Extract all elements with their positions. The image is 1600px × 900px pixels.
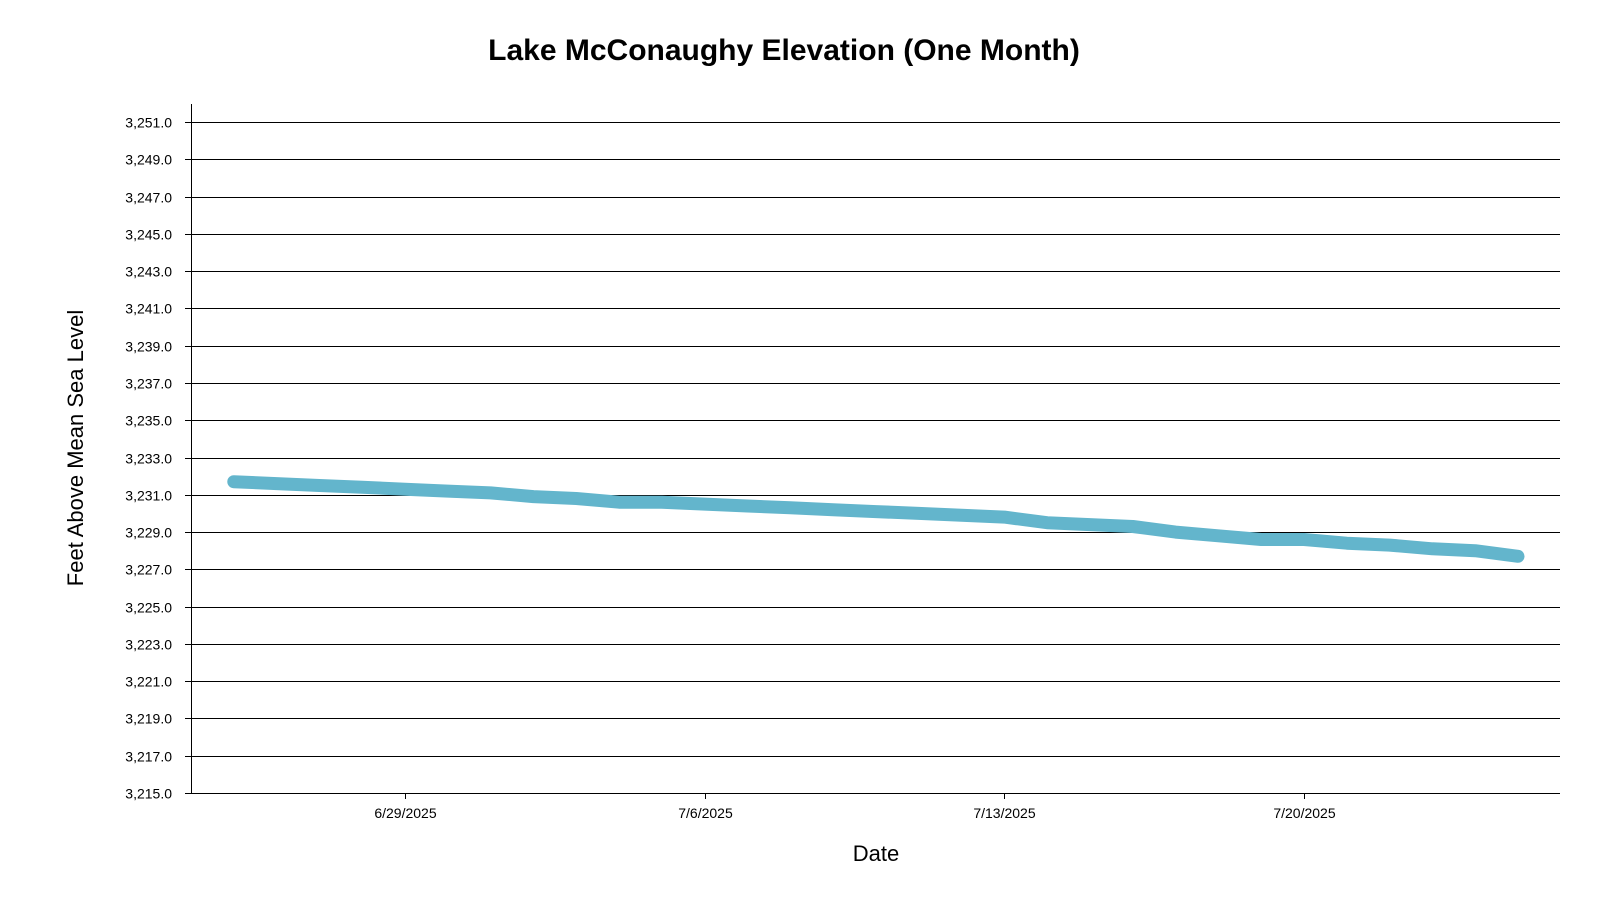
y-tick-label-1: 3,217.0 [125, 749, 172, 765]
y-tick-label-2: 3,219.0 [125, 711, 172, 727]
x-tick-label-3: 7/20/2025 [1273, 805, 1335, 821]
x-axis: 6/29/2025 7/6/2025 7/13/2025 7/20/2025 [191, 793, 1560, 821]
y-tick-label-5: 3,225.0 [125, 600, 172, 616]
y-tick-label-16: 3,247.0 [125, 190, 172, 206]
y-tick-label-17: 3,249.0 [125, 152, 172, 168]
gridlines [191, 122, 1560, 794]
y-tick-label-9: 3,233.0 [125, 451, 172, 467]
x-tick-label-1: 7/6/2025 [678, 805, 733, 821]
y-tick-label-3: 3,221.0 [125, 674, 172, 690]
series-line-0 [227, 475, 1525, 563]
y-tick-label-8: 3,231.0 [125, 488, 172, 504]
series-layer [227, 475, 1525, 563]
y-tick-label-7: 3,229.0 [125, 525, 172, 541]
y-tick-label-18: 3,251.0 [125, 115, 172, 131]
chart-title: Lake McConaughy Elevation (One Month) [488, 34, 1080, 67]
x-tick-label-0: 6/29/2025 [374, 805, 436, 821]
y-axis-label: Feet Above Mean Sea Level [63, 310, 88, 586]
y-tick-label-14: 3,243.0 [125, 264, 172, 280]
y-tick-label-13: 3,241.0 [125, 301, 172, 317]
y-tick-label-11: 3,237.0 [125, 376, 172, 392]
y-tick-label-6: 3,227.0 [125, 562, 172, 578]
y-tick-label-10: 3,235.0 [125, 413, 172, 429]
y-tick-label-4: 3,223.0 [125, 637, 172, 653]
x-tick-label-2: 7/13/2025 [973, 805, 1035, 821]
x-axis-label: Date [853, 841, 899, 866]
y-tick-label-0: 3,215.0 [125, 786, 172, 802]
y-tick-label-15: 3,245.0 [125, 227, 172, 243]
y-axis: 3,215.0 3,217.0 3,219.0 3,221.0 3,223.0 3,225… [125, 104, 192, 802]
y-tick-label-12: 3,239.0 [125, 339, 172, 355]
